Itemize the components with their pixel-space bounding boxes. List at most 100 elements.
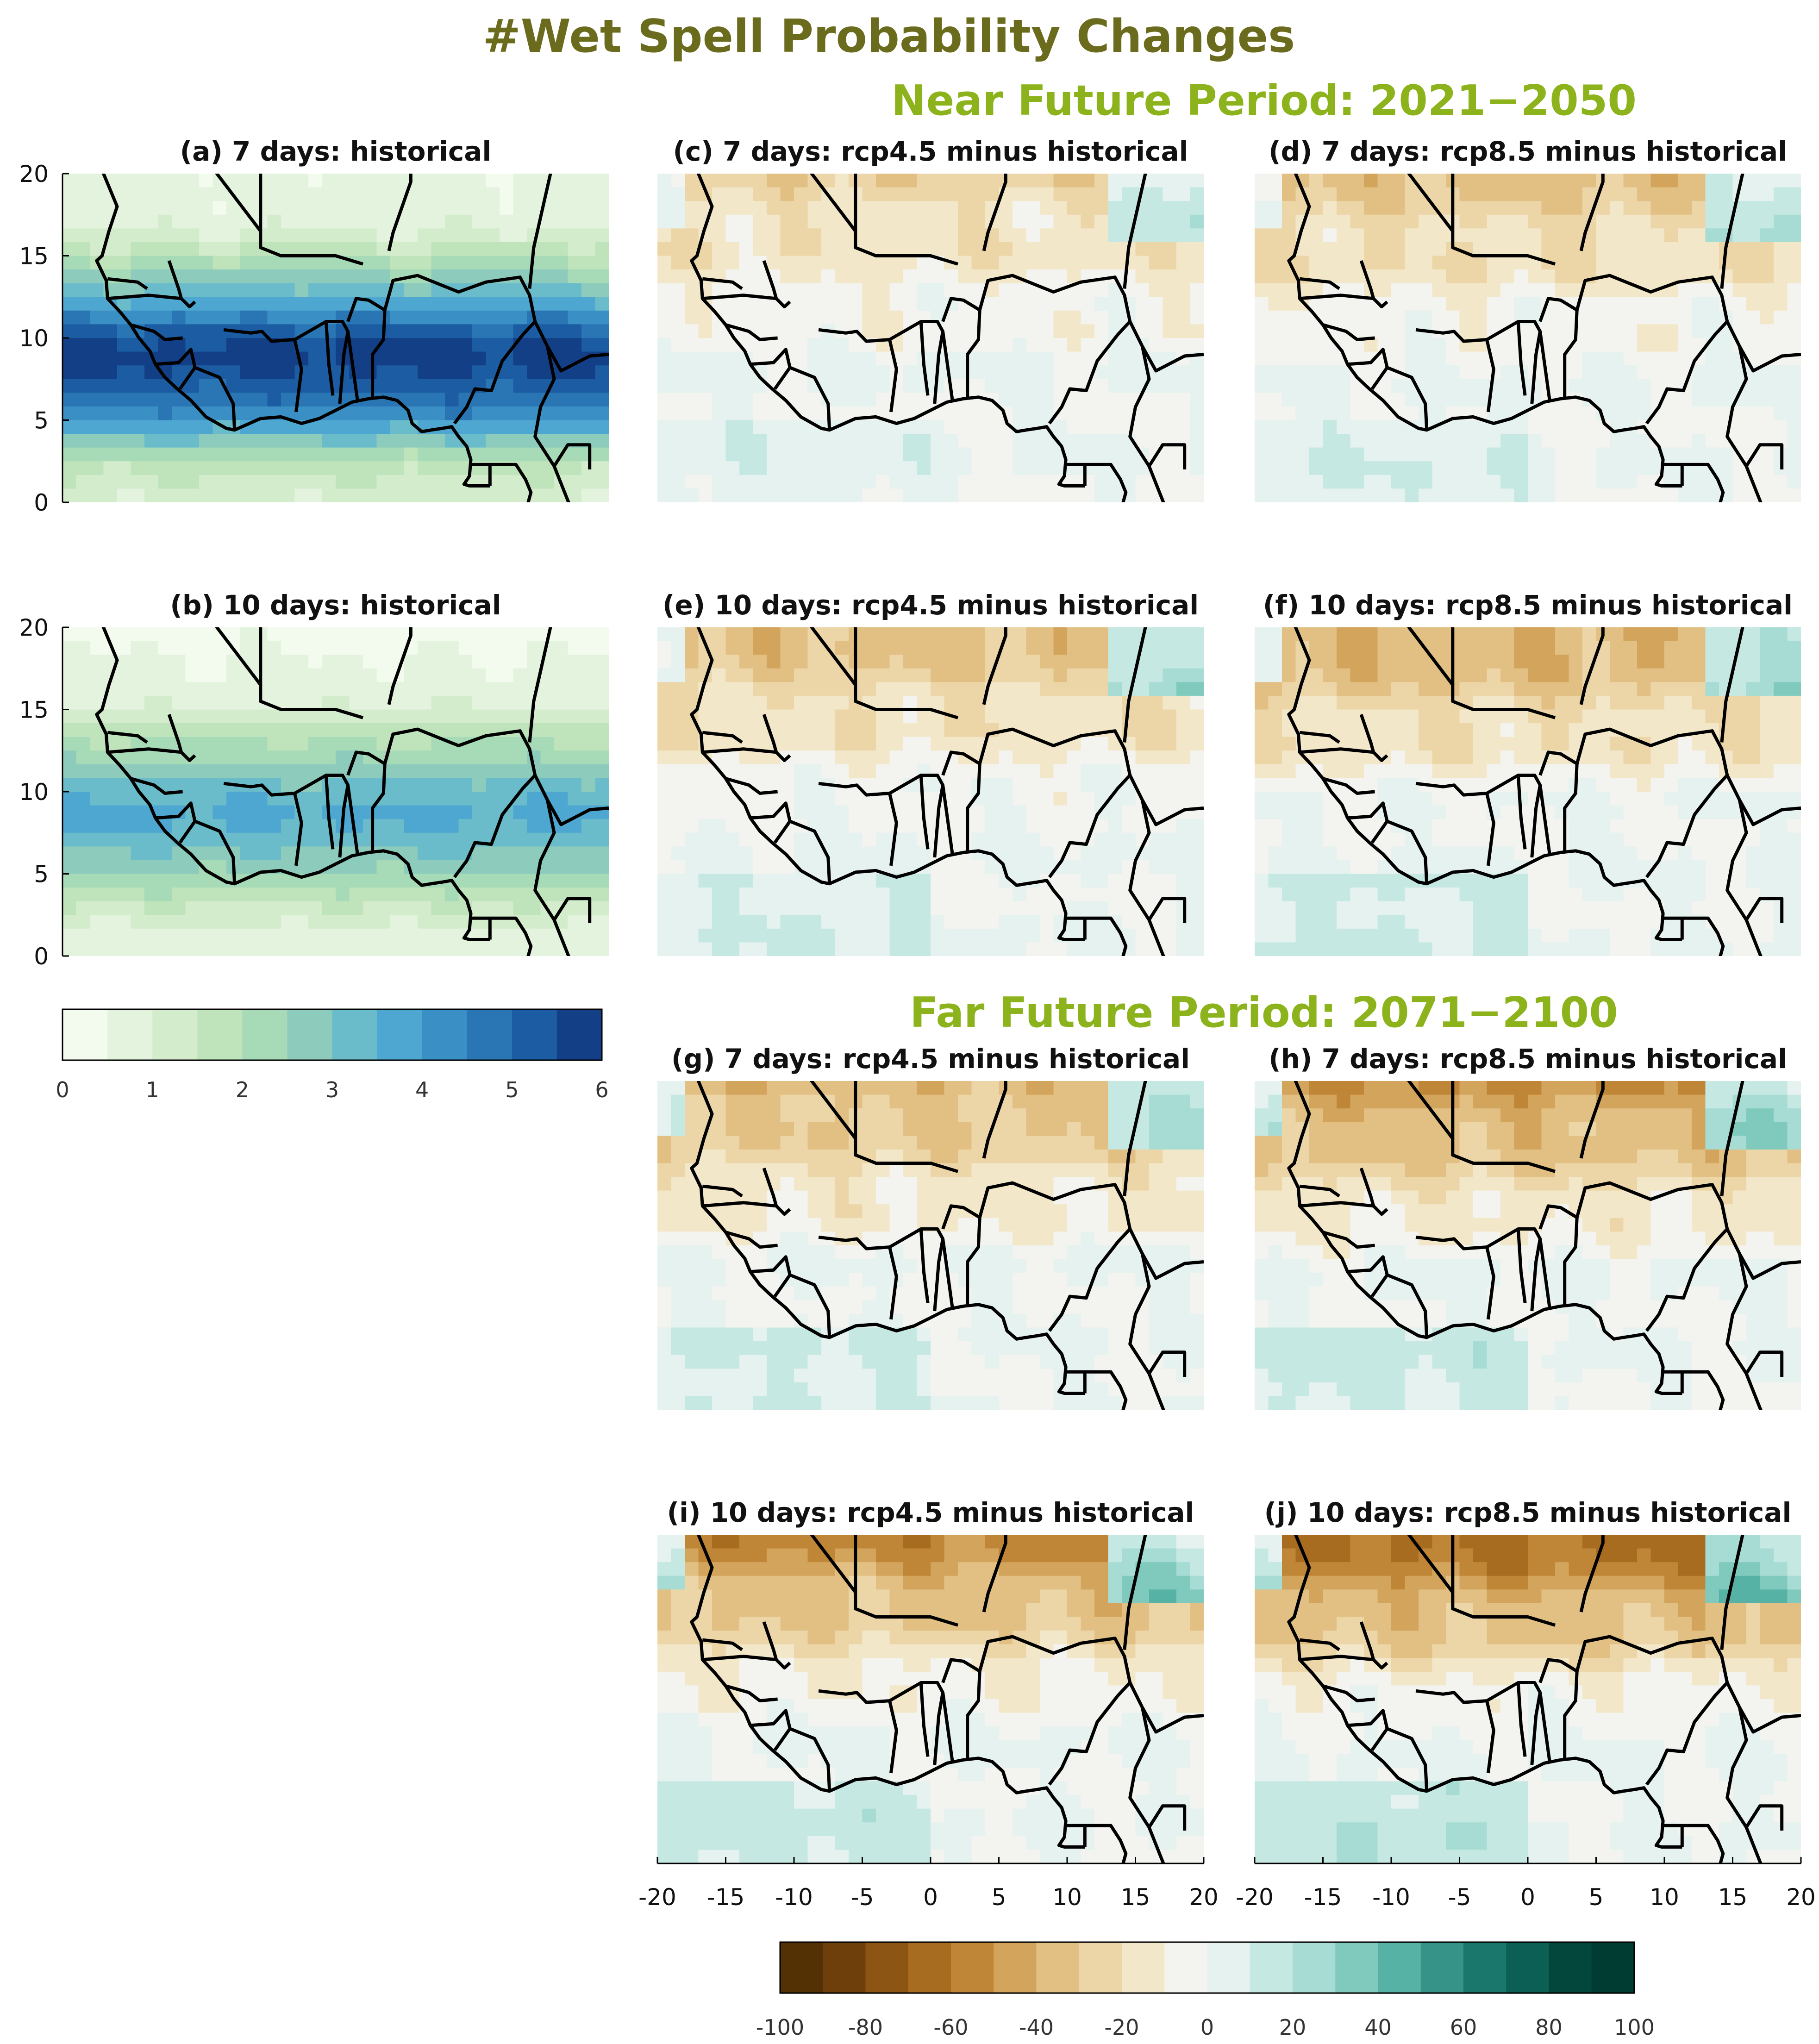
heatmap-cell xyxy=(944,187,958,201)
heatmap-cell xyxy=(158,655,172,669)
heatmap-cell xyxy=(199,888,213,902)
heatmap-cell xyxy=(500,187,514,201)
heatmap-cell xyxy=(568,338,582,352)
heatmap-cell xyxy=(889,187,904,201)
heatmap-cell xyxy=(513,874,527,888)
y-tick-label: 15 xyxy=(19,243,49,270)
heatmap-cell xyxy=(753,860,767,875)
heatmap-cell xyxy=(568,832,582,847)
heatmap-cell xyxy=(103,310,118,325)
heatmap-cell xyxy=(336,695,350,710)
heatmap-cell xyxy=(472,846,487,861)
heatmap-cell xyxy=(281,928,295,943)
heatmap-cell xyxy=(1081,393,1095,407)
heatmap-cell xyxy=(581,256,596,270)
heatmap-cell xyxy=(90,324,104,338)
heatmap-cell xyxy=(294,641,309,655)
heatmap-cell xyxy=(807,242,822,256)
heatmap-cell xyxy=(131,488,145,502)
heatmap-cell xyxy=(144,655,159,669)
heatmap-cell xyxy=(931,682,945,696)
heatmap-cell xyxy=(1309,338,1324,352)
heatmap-cell xyxy=(1377,434,1392,448)
heatmap-cell xyxy=(1377,242,1392,256)
heatmap-cell xyxy=(363,379,377,394)
heatmap-cell xyxy=(1190,256,1204,270)
y-tick-label: 20 xyxy=(19,614,49,641)
heatmap-cell xyxy=(199,434,213,448)
heatmap-cell xyxy=(1053,668,1068,683)
heatmap-cell xyxy=(1026,915,1040,929)
heatmap-cell xyxy=(1514,324,1528,338)
heatmap-cell xyxy=(739,641,754,655)
heatmap-cell xyxy=(1282,324,1296,338)
heatmap-cell xyxy=(876,901,890,916)
heatmap-cell xyxy=(418,338,432,352)
heatmap-cell xyxy=(849,928,863,943)
heatmap-cell xyxy=(657,256,672,270)
heatmap-cell xyxy=(835,723,849,738)
heatmap-cell xyxy=(862,915,876,929)
heatmap-cell xyxy=(903,297,918,311)
heatmap-cell xyxy=(862,737,876,751)
heatmap-cell xyxy=(1473,420,1488,434)
heatmap-cell xyxy=(1787,365,1801,380)
heatmap-cell xyxy=(1350,488,1364,502)
heatmap-cell xyxy=(1377,420,1392,434)
heatmap-cell xyxy=(213,750,227,765)
heatmap-cell xyxy=(685,819,699,833)
heatmap-cell xyxy=(1364,256,1378,270)
heatmap-cell xyxy=(568,695,582,710)
heatmap-cell xyxy=(254,434,268,448)
heatmap-cell xyxy=(1094,928,1109,943)
heatmap-cell xyxy=(849,832,863,847)
heatmap-cell xyxy=(254,915,268,929)
heatmap-cell xyxy=(158,201,172,215)
heatmap-cell xyxy=(294,269,309,284)
heatmap-cell xyxy=(431,338,445,352)
heatmap-cell xyxy=(807,310,822,325)
heatmap-cell xyxy=(363,228,377,243)
heatmap-cell xyxy=(753,187,767,201)
heatmap-cell xyxy=(1582,297,1597,311)
heatmap-cell xyxy=(308,805,323,819)
heatmap-cell xyxy=(404,792,418,806)
heatmap-cell xyxy=(958,447,972,462)
heatmap-cell xyxy=(213,655,227,669)
heatmap-cell xyxy=(1678,214,1692,229)
heatmap-cell xyxy=(240,379,254,394)
heatmap-cell xyxy=(889,310,904,325)
heatmap-cell xyxy=(294,434,309,448)
heatmap-cell xyxy=(1268,627,1282,642)
heatmap-cell xyxy=(917,269,931,284)
heatmap-cell xyxy=(458,750,473,765)
heatmap-cell xyxy=(1337,310,1351,325)
heatmap-cell xyxy=(1149,792,1163,806)
heatmap-cell xyxy=(1500,365,1515,380)
heatmap-cell xyxy=(931,723,945,738)
border-line xyxy=(107,747,196,762)
heatmap-cell xyxy=(931,461,945,475)
heatmap-cell xyxy=(1774,297,1788,311)
border-line xyxy=(95,627,490,941)
heatmap-cell xyxy=(349,695,363,710)
heatmap-cell xyxy=(1026,888,1040,902)
heatmap-cell xyxy=(903,819,918,833)
heatmap-cell xyxy=(698,942,713,956)
heatmap-cell xyxy=(144,846,159,861)
heatmap-cell xyxy=(458,668,473,683)
heatmap-cell xyxy=(1013,174,1027,188)
heatmap-cell xyxy=(712,627,726,642)
heatmap-cell xyxy=(725,365,740,380)
heatmap-cell xyxy=(1081,627,1095,642)
heatmap-cell xyxy=(185,420,200,434)
heatmap-cell xyxy=(376,819,391,833)
heatmap-cell xyxy=(1268,682,1282,696)
heatmap-cell xyxy=(486,846,500,861)
heatmap-cell xyxy=(1623,324,1638,338)
heatmap-cell xyxy=(254,297,268,311)
heatmap-cell xyxy=(1013,434,1027,448)
heatmap-cell xyxy=(725,764,740,779)
heatmap-cell xyxy=(753,174,767,188)
heatmap-cell xyxy=(1705,393,1719,407)
